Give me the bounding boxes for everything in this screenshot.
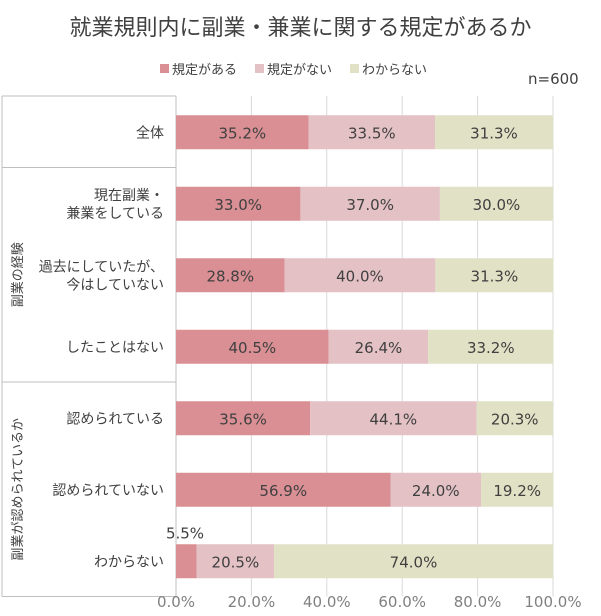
data-label: 56.9% [259,482,307,500]
x-tick-label: 80.0% [454,593,502,611]
category-label: わからない [94,554,164,570]
data-label: 5.5% [166,524,204,542]
chart-title: 就業規則内に副業・兼業に関する規定があるか [69,16,532,41]
bar-segment [308,115,435,150]
bar-segment [176,401,311,436]
x-tick-label: 0.0% [157,593,195,611]
legend-label-unknown: わからない [362,62,428,78]
data-label: 33.0% [214,196,262,214]
bar-segment [428,329,554,364]
bar-segment [310,401,477,436]
bar-segment [176,115,309,150]
data-label: 31.3% [470,124,518,142]
category-label: 現在副業・ [94,188,164,204]
legend-label-yes: 規定がある [172,62,238,78]
data-label: 33.2% [467,339,515,357]
group-label: 副業の経験 [10,242,26,307]
x-tick-label: 20.0% [228,593,276,611]
data-label: 33.5% [348,124,396,142]
category-label: 今はしていない [66,277,164,293]
bar-segment [274,544,553,579]
bar-segment [434,115,553,150]
category-label: 過去にしていたが、 [39,259,164,275]
data-label: 31.3% [471,267,519,285]
legend-swatch-yes [160,63,169,73]
bar-segment [435,258,554,293]
legend-swatch-unknown [350,63,360,73]
x-tick-label: 100.0% [524,593,581,611]
data-label: 40.0% [336,267,384,285]
bar-segment [196,544,275,579]
data-label: 37.0% [346,196,394,214]
x-tick-label: 40.0% [303,593,351,611]
x-tick-label: 60.0% [378,593,426,611]
bar-segment [439,186,553,221]
category-label: 兼業をしている [66,206,164,222]
data-label: 30.0% [473,196,521,214]
sample-size-label: n=600 [528,70,579,88]
category-label: 認められている [66,411,164,427]
bar-segment [480,472,554,507]
category-label: 認められていない [52,483,164,499]
bar-segment [176,472,391,507]
data-label: 35.2% [219,124,267,142]
legend-item-unknown: わからない [350,59,427,78]
bar-segment [176,258,285,293]
bar-segment [176,329,329,364]
legend-swatch-no [255,63,265,73]
legend-item-yes: 規定がある [160,59,237,78]
bar-segment [300,186,440,221]
category-label: 全体 [136,124,164,141]
data-label: 28.8% [206,267,254,285]
bar-segment [284,258,436,293]
group-label: 副業が認められているか [10,418,26,561]
bar-segment [176,186,301,221]
legend: 規定がある 規定がない わからない [160,59,445,78]
data-label: 26.4% [355,339,403,357]
data-label: 20.3% [491,410,539,428]
data-label: 44.1% [370,410,418,428]
data-label: 40.5% [229,339,277,357]
bar-segment [328,329,429,364]
bar-segment [476,401,553,436]
bar-segment [390,472,481,507]
category-label: したことはない [66,340,164,356]
data-label: 24.0% [412,482,460,500]
data-label: 19.2% [493,482,541,500]
data-label: 35.6% [219,410,267,428]
legend-label-no: 規定がない [267,62,333,78]
data-label: 20.5% [212,553,260,571]
bar-segment [176,544,197,579]
data-label: 74.0% [390,553,438,571]
legend-item-no: 規定がない [255,59,332,78]
